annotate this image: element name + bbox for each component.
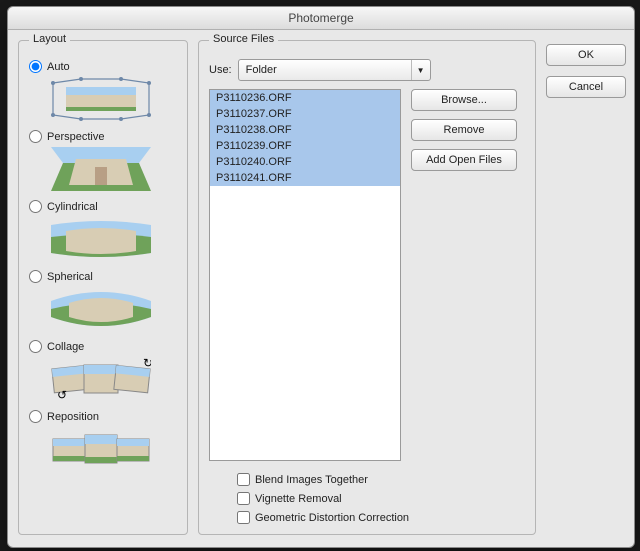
use-row: Use: Folder ▼ [209, 59, 525, 81]
remove-button[interactable]: Remove [411, 119, 517, 141]
checkbox-blend[interactable]: Blend Images Together [237, 473, 525, 486]
thumb-spherical-icon [51, 287, 151, 331]
list-item[interactable]: P3110237.ORF [210, 106, 400, 122]
source-files-group: Source Files Use: Folder ▼ P3110236.ORF … [198, 40, 536, 535]
dialog-actions: OK Cancel [546, 40, 624, 535]
file-list[interactable]: P3110236.ORF P3110237.ORF P3110238.ORF P… [209, 89, 401, 461]
source-buttons: Browse... Remove Add Open Files [411, 89, 517, 463]
checkbox-blend-label: Blend Images Together [255, 474, 368, 486]
thumb-cylindrical-icon [51, 217, 151, 261]
thumb-perspective-icon [51, 147, 151, 191]
browse-button[interactable]: Browse... [411, 89, 517, 111]
svg-text:↺: ↺ [57, 388, 67, 401]
layout-option-auto[interactable]: Auto [29, 59, 177, 127]
layout-group: Layout Auto [18, 40, 188, 535]
source-files-inner: P3110236.ORF P3110237.ORF P3110238.ORF P… [209, 89, 525, 463]
dialog-body: Layout Auto [8, 30, 634, 547]
radio-collage[interactable] [29, 340, 42, 353]
radio-spherical[interactable] [29, 270, 42, 283]
list-item[interactable]: P3110238.ORF [210, 122, 400, 138]
layout-legend: Layout [29, 33, 70, 45]
layout-label: Auto [47, 61, 70, 73]
layout-label: Perspective [47, 131, 104, 143]
checkbox-geom-input[interactable] [237, 511, 250, 524]
thumb-collage-icon: ↻ ↺ [51, 357, 151, 401]
ok-button[interactable]: OK [546, 44, 626, 66]
checkbox-geom[interactable]: Geometric Distortion Correction [237, 511, 525, 524]
cancel-button[interactable]: Cancel [546, 76, 626, 98]
layout-label: Spherical [47, 271, 93, 283]
chevron-down-icon: ▼ [411, 60, 430, 80]
layout-option-cylindrical[interactable]: Cylindrical [29, 199, 177, 267]
options-checkboxes: Blend Images Together Vignette Removal G… [237, 473, 525, 524]
layout-option-perspective[interactable]: Perspective [29, 129, 177, 197]
layout-option-reposition[interactable]: Reposition [29, 409, 177, 477]
checkbox-blend-input[interactable] [237, 473, 250, 486]
layout-options: Auto Per [29, 59, 177, 477]
thumb-reposition-icon [51, 427, 151, 471]
svg-text:↻: ↻ [143, 357, 151, 370]
thumb-auto-icon [51, 77, 151, 121]
layout-option-collage[interactable]: Collage ↻ ↺ [29, 339, 177, 407]
photomerge-dialog: Photomerge Layout Auto [7, 6, 635, 548]
use-dropdown-value: Folder [246, 64, 277, 76]
use-label: Use: [209, 64, 232, 76]
list-item[interactable]: P3110240.ORF [210, 154, 400, 170]
checkbox-vignette-input[interactable] [237, 492, 250, 505]
radio-reposition[interactable] [29, 410, 42, 423]
list-item[interactable]: P3110236.ORF [210, 90, 400, 106]
radio-auto[interactable] [29, 60, 42, 73]
layout-label: Collage [47, 341, 84, 353]
use-dropdown[interactable]: Folder ▼ [238, 59, 431, 81]
list-item[interactable]: P3110239.ORF [210, 138, 400, 154]
add-open-files-button[interactable]: Add Open Files [411, 149, 517, 171]
checkbox-vignette[interactable]: Vignette Removal [237, 492, 525, 505]
checkbox-vignette-label: Vignette Removal [255, 493, 342, 505]
checkbox-geom-label: Geometric Distortion Correction [255, 512, 409, 524]
radio-cylindrical[interactable] [29, 200, 42, 213]
source-files-legend: Source Files [209, 33, 278, 45]
layout-label: Cylindrical [47, 201, 98, 213]
radio-perspective[interactable] [29, 130, 42, 143]
layout-label: Reposition [47, 411, 99, 423]
layout-option-spherical[interactable]: Spherical [29, 269, 177, 337]
window-title: Photomerge [8, 7, 634, 30]
list-item[interactable]: P3110241.ORF [210, 170, 400, 186]
